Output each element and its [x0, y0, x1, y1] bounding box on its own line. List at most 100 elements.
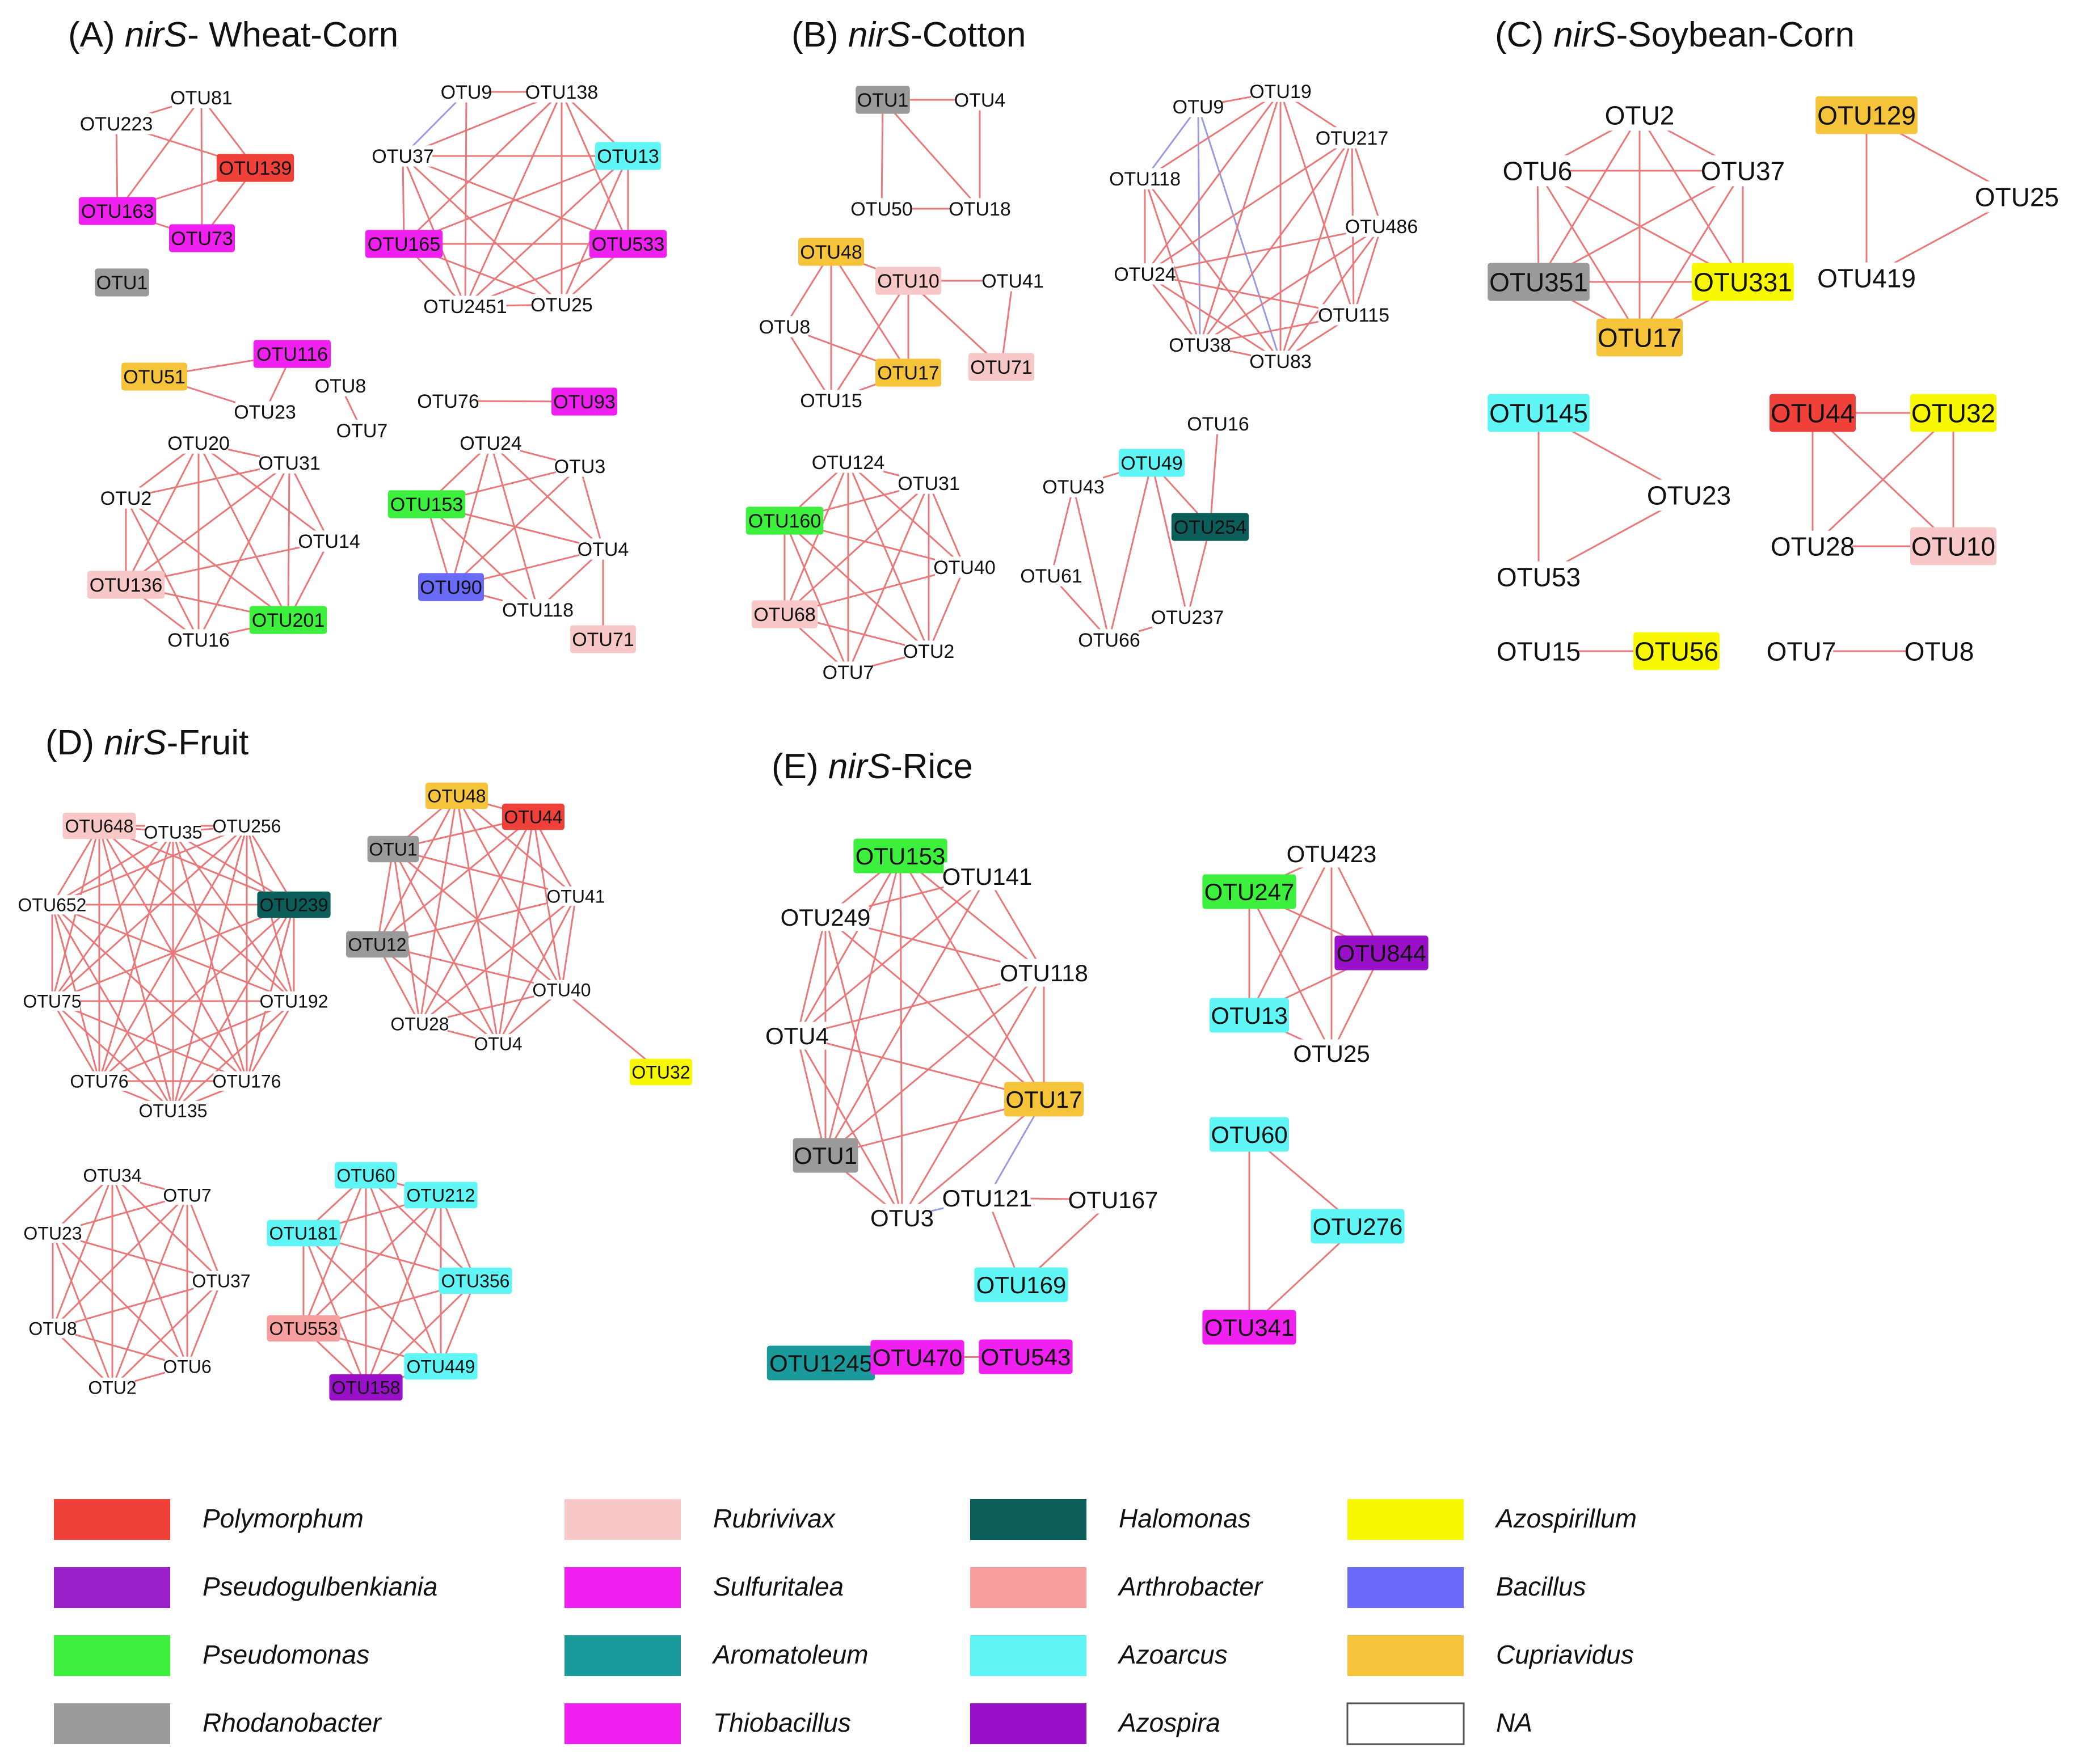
node-color-box [551, 387, 617, 416]
positive-edge [928, 567, 966, 652]
otu-label: OTU48 [800, 242, 862, 263]
panel-a-network: OTU81 OTU223 OTU139 OTU163 OTU73 OTU1 OTU9 OTU1… [78, 81, 667, 653]
otu-label: OTU4 [474, 1034, 522, 1054]
network-cluster: OTU35 OTU648 OTU256 OTU652 OTU239 OTU75 OTU192… [18, 812, 331, 1121]
positive-edge [98, 904, 295, 1082]
otu-node: OTU15 [800, 390, 862, 412]
positive-edge [1209, 423, 1219, 527]
otu-node: OTU331 [1692, 263, 1794, 301]
node-label-bg [71, 1071, 127, 1091]
otu-label: OTU470 [873, 1344, 963, 1371]
otu-node: OTU237 [1151, 606, 1224, 628]
positive-edge [464, 91, 467, 307]
positive-edge [783, 326, 832, 401]
node-label-bg [24, 991, 80, 1011]
otu-node: OTU3 [554, 455, 605, 478]
otu-label: OTU81 [170, 87, 233, 109]
node-label-bg [532, 294, 591, 315]
otu-label: OTU23 [23, 1223, 82, 1244]
otu-label: OTU237 [1151, 607, 1224, 628]
otu-label: OTU423 [1287, 841, 1377, 867]
otu-node: OTU543 [979, 1339, 1073, 1374]
otu-label: OTU217 [1316, 128, 1389, 149]
otu-node: OTU71 [570, 625, 636, 653]
otu-node: OTU139 [216, 154, 294, 182]
positive-edge [1638, 170, 1744, 338]
network-cluster: OTU34 OTU7 OTU23 OTU37 OTU8 OTU6 OTU2 [23, 1166, 250, 1398]
positive-edge [365, 1174, 477, 1282]
positive-edge [200, 97, 203, 239]
node-label-bg [1703, 155, 1783, 187]
node-color-box [1692, 263, 1794, 301]
panel-e-title: (E) nirS-Rice [772, 747, 973, 786]
otu-label: OTU73 [171, 228, 233, 250]
otu-node: OTU60 [1210, 1117, 1289, 1152]
otu-node: OTU28 [390, 1014, 449, 1035]
otu-label: OTU356 [441, 1271, 510, 1292]
otu-label: OTU7 [163, 1185, 211, 1206]
otu-node: OTU10 [875, 267, 941, 295]
otu-label: OTU8 [315, 375, 366, 397]
otu-label: OTU24 [1114, 264, 1176, 285]
otu-label: OTU2451 [423, 296, 507, 318]
otu-node: OTU7 [336, 420, 388, 442]
otu-label: OTU24 [460, 433, 522, 454]
node-label-bg [1499, 635, 1578, 667]
node-group: OTU81 OTU223 OTU139 OTU163 OTU73 OTU1 [78, 87, 294, 297]
otu-node: OTU1 [793, 1138, 858, 1173]
node-color-box [1171, 513, 1249, 541]
positive-edge [440, 1195, 477, 1281]
otu-node: OTU15 [1497, 635, 1581, 667]
node-color-box [853, 838, 947, 873]
otu-node: OTU648 [62, 812, 136, 839]
otu-node: OTU249 [781, 903, 870, 931]
legend-swatch [564, 1635, 681, 1676]
node-label-bg [1080, 629, 1139, 651]
network-cluster: OTU51 OTU116 OTU23 OTU8 OTU7 [121, 340, 387, 442]
node-color-box [253, 340, 331, 368]
node-group: OTU7 OTU8 [1767, 635, 1974, 667]
otu-node: OTU31 [258, 452, 321, 474]
legend-label: Rubrivivax [713, 1504, 836, 1533]
otu-node: OTU41 [546, 887, 605, 907]
positive-edge [1072, 486, 1110, 640]
otu-label: OTU38 [1169, 335, 1231, 356]
otu-label: OTU20 [167, 433, 230, 454]
otu-label: OTU141 [942, 863, 1033, 890]
node-color-box [968, 353, 1034, 381]
positive-edge [986, 876, 1045, 973]
network-cluster: OTU124 OTU31 OTU160 OTU40 OTU68 OTU2 OTU7 [745, 451, 996, 683]
otu-label: OTU68 [753, 604, 816, 626]
node-color-box [1334, 935, 1429, 970]
node-group: OTU124 OTU31 OTU160 OTU40 OTU68 OTU2 OTU7 [745, 451, 996, 683]
node-label-bg [461, 432, 520, 454]
node-color-box [870, 1340, 964, 1375]
otu-label: OTU176 [213, 1071, 281, 1092]
legend-label: Thiobacillus [713, 1708, 851, 1737]
node-label-bg [172, 87, 231, 108]
otu-label: OTU1 [794, 1142, 857, 1169]
positive-edge [52, 1327, 188, 1368]
node-color-box [1488, 263, 1590, 301]
otu-label: OTU7 [336, 420, 388, 442]
positive-edge [928, 483, 966, 568]
otu-label: OTU153 [856, 843, 946, 870]
node-group: OTU48 OTU44 OTU1 OTU41 OTU12 OTU40 OTU28 OTU4 OT… [346, 782, 692, 1086]
node-color-box [346, 931, 408, 958]
otu-label: OTU153 [390, 494, 464, 516]
positive-edge [419, 895, 576, 1025]
legend-item: Polymorphum [54, 1499, 364, 1540]
node-label-bg [1316, 127, 1388, 149]
legend-label: Sulfuritalea [713, 1572, 844, 1601]
otu-node: OTU356 [439, 1267, 512, 1294]
otu-node: OTU141 [942, 862, 1033, 891]
node-label-bg [935, 556, 994, 578]
node-color-box [766, 1345, 875, 1381]
node-label-bg [260, 452, 319, 474]
otu-label: OTU83 [1249, 351, 1312, 373]
otu-node: OTU2451 [423, 296, 507, 318]
otu-label: OTU32 [631, 1062, 690, 1083]
legend-label: Pseudomonas [203, 1640, 369, 1669]
node-group: OTU34 OTU7 OTU23 OTU37 OTU8 OTU6 OTU2 [23, 1166, 250, 1398]
